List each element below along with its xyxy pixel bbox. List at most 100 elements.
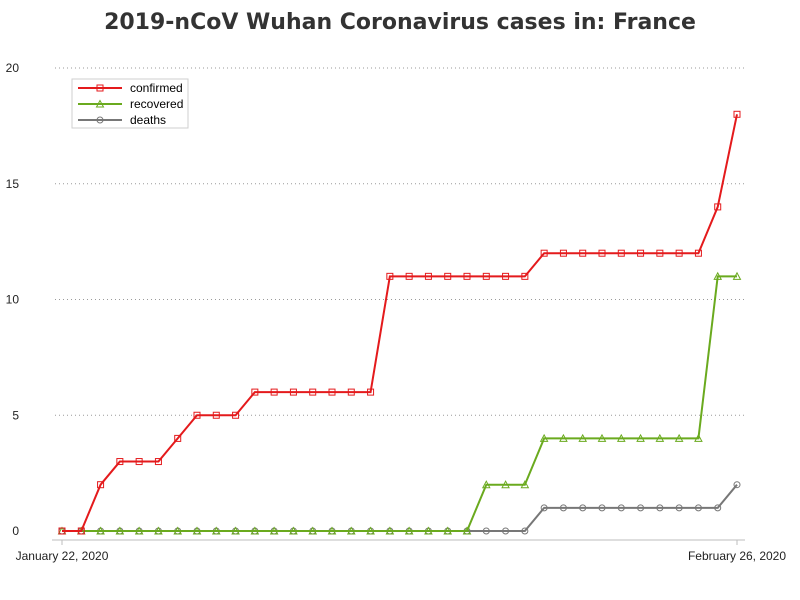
data-point-deaths (540, 504, 548, 512)
data-point-confirmed (502, 272, 510, 280)
data-point-confirmed (77, 527, 85, 535)
data-point-recovered (366, 526, 375, 535)
legend-label-deaths: deaths (130, 113, 166, 127)
data-point-recovered (713, 271, 723, 280)
y-tick-label: 5 (12, 408, 19, 422)
data-point-recovered (578, 433, 588, 442)
data-point-confirmed (482, 272, 490, 280)
legend-item-deaths: deaths (78, 113, 166, 127)
data-point-confirmed (540, 249, 548, 257)
data-point-confirmed (193, 411, 201, 419)
data-point-deaths (733, 481, 741, 489)
series-recovered (57, 271, 742, 535)
legend-marker-deaths (96, 116, 104, 124)
data-point-confirmed (328, 388, 336, 396)
data-point-recovered (269, 526, 279, 535)
legend-marker-recovered (95, 99, 105, 108)
data-point-deaths (694, 504, 702, 512)
data-point-deaths (521, 527, 529, 535)
x-tick-label-start: January 22, 2020 (16, 549, 109, 563)
y-tick-label: 15 (6, 177, 20, 191)
data-point-confirmed (617, 249, 625, 257)
data-point-recovered (154, 526, 163, 535)
data-point-confirmed (637, 249, 645, 257)
data-point-confirmed (424, 272, 432, 280)
x-tick-label-end: February 26, 2020 (688, 549, 786, 563)
data-point-confirmed (521, 272, 529, 280)
data-point-confirmed (694, 249, 702, 257)
series-confirmed (58, 110, 741, 535)
data-point-recovered (443, 526, 453, 535)
series-line-recovered (62, 275, 737, 532)
data-point-recovered (115, 526, 125, 535)
y-tick-label: 10 (6, 293, 20, 307)
data-point-recovered (192, 526, 202, 535)
data-point-recovered (539, 433, 549, 442)
data-point-confirmed (97, 481, 105, 489)
data-point-deaths (617, 504, 625, 512)
legend-label-recovered: recovered (130, 97, 183, 111)
data-point-confirmed (174, 434, 182, 442)
data-point-recovered (134, 526, 144, 535)
legend-marker-confirmed (96, 84, 104, 92)
series-line-confirmed (62, 114, 738, 532)
data-point-recovered (559, 433, 568, 442)
data-point-confirmed (733, 110, 741, 118)
data-point-deaths (598, 504, 606, 512)
data-point-confirmed (347, 388, 355, 396)
data-point-recovered (424, 526, 433, 535)
data-point-recovered (289, 526, 298, 535)
data-point-deaths (579, 504, 587, 512)
data-point-recovered (385, 526, 395, 535)
data-point-deaths (502, 527, 510, 535)
data-point-recovered (501, 480, 510, 489)
chart-title: 2019-nCoV Wuhan Coronavirus cases in: Fr… (104, 10, 696, 35)
data-point-recovered (732, 271, 742, 280)
data-point-deaths (656, 504, 664, 512)
data-point-deaths (675, 504, 683, 512)
data-point-recovered (327, 526, 337, 535)
legend-item-recovered: recovered (78, 97, 183, 111)
data-point-recovered (173, 526, 183, 535)
data-point-deaths (482, 527, 490, 535)
data-point-recovered (308, 526, 318, 535)
data-point-recovered (674, 433, 684, 442)
y-tick-label: 0 (12, 524, 19, 538)
data-point-deaths (637, 504, 645, 512)
data-point-recovered (597, 433, 607, 442)
data-point-recovered (520, 480, 530, 489)
data-point-deaths (714, 504, 722, 512)
data-point-confirmed (559, 249, 567, 257)
y-tick-label: 20 (6, 61, 20, 75)
data-point-recovered (211, 526, 221, 535)
data-point-confirmed (656, 249, 664, 257)
axes: 0 5 10 15 20 January 22, 2020 February 26, 202… (6, 61, 787, 563)
series-deaths (58, 481, 741, 535)
data-point-confirmed (386, 272, 394, 280)
series-line-deaths (62, 484, 738, 532)
data-point-confirmed (579, 249, 587, 257)
legend-label-confirmed: confirmed (130, 81, 183, 95)
data-point-confirmed (232, 411, 240, 419)
data-point-confirmed (116, 458, 124, 466)
data-point-recovered (462, 526, 472, 535)
gridlines (55, 67, 745, 416)
data-point-confirmed (58, 527, 66, 535)
data-point-recovered (346, 526, 356, 535)
data-point-confirmed (270, 388, 278, 396)
series-layer (57, 110, 742, 535)
data-point-recovered (481, 480, 491, 489)
data-point-confirmed (309, 388, 317, 396)
data-point-confirmed (405, 272, 413, 280)
data-point-confirmed (675, 249, 683, 257)
data-point-recovered (404, 526, 414, 535)
data-point-recovered (250, 526, 260, 535)
data-point-confirmed (714, 203, 722, 211)
data-point-confirmed (154, 458, 162, 466)
data-point-confirmed (289, 388, 297, 396)
data-point-confirmed (135, 458, 143, 466)
data-point-confirmed (463, 272, 471, 280)
legend: confirmed recovered deaths (71, 78, 189, 129)
data-point-recovered (231, 526, 240, 535)
